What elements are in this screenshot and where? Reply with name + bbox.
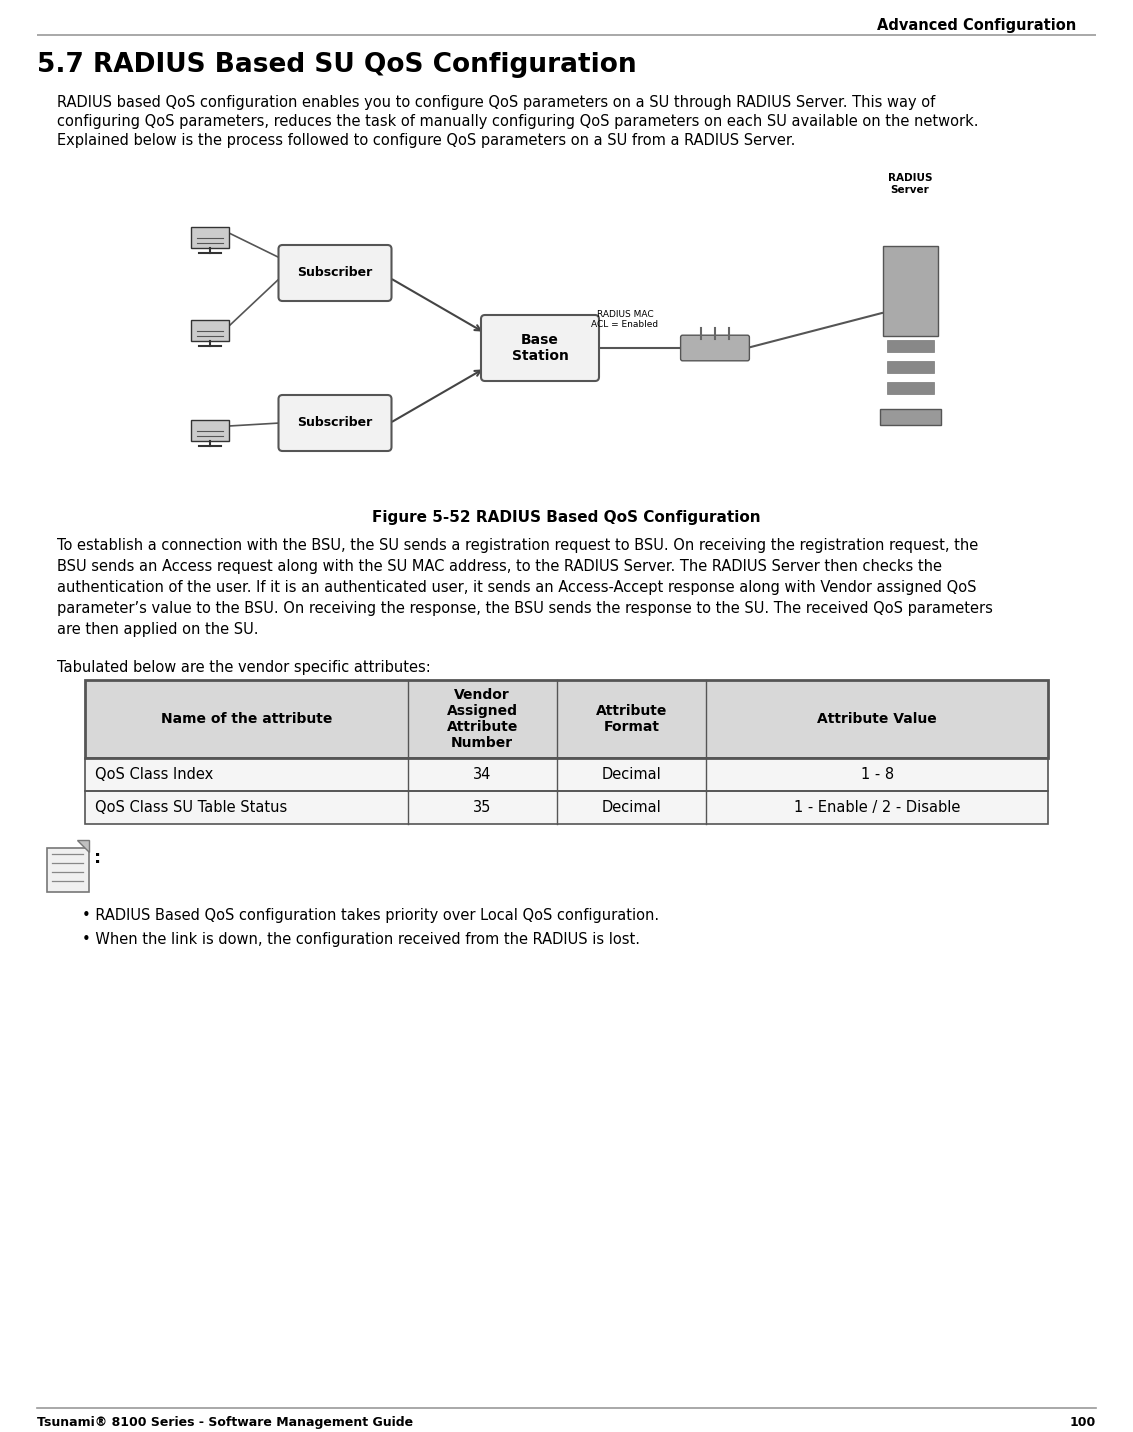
Text: 5.7 RADIUS Based SU QoS Configuration: 5.7 RADIUS Based SU QoS Configuration xyxy=(37,52,637,77)
FancyBboxPatch shape xyxy=(279,245,392,301)
Text: Vendor
Assigned
Attribute
Number: Vendor Assigned Attribute Number xyxy=(446,687,518,750)
Text: Advanced Configuration: Advanced Configuration xyxy=(877,19,1076,33)
Text: Subscriber: Subscriber xyxy=(297,417,373,430)
Text: parameter’s value to the BSU. On receiving the response, the BSU sends the respo: parameter’s value to the BSU. On receivi… xyxy=(57,601,993,616)
Text: 34: 34 xyxy=(474,768,492,782)
Text: authentication of the user. If it is an authenticated user, it sends an Access-A: authentication of the user. If it is an … xyxy=(57,580,977,596)
Bar xyxy=(191,319,229,341)
Bar xyxy=(886,361,934,374)
Text: 1 - Enable / 2 - Disable: 1 - Enable / 2 - Disable xyxy=(794,800,961,815)
Text: Decimal: Decimal xyxy=(602,800,662,815)
Text: Base
Station: Base Station xyxy=(512,332,569,364)
Bar xyxy=(191,420,229,441)
Text: Decimal: Decimal xyxy=(602,768,662,782)
Text: QoS Class SU Table Status: QoS Class SU Table Status xyxy=(95,800,288,815)
Text: 1 - 8: 1 - 8 xyxy=(860,768,894,782)
Text: RADIUS
Server: RADIUS Server xyxy=(888,173,932,195)
Bar xyxy=(85,758,1048,790)
Bar xyxy=(883,246,937,335)
Bar xyxy=(886,339,934,352)
Text: Figure 5-52 RADIUS Based QoS Configuration: Figure 5-52 RADIUS Based QoS Configurati… xyxy=(372,510,761,526)
Bar xyxy=(886,382,934,394)
Text: 35: 35 xyxy=(474,800,492,815)
FancyBboxPatch shape xyxy=(279,395,392,451)
Text: 100: 100 xyxy=(1070,1416,1096,1429)
Text: BSU sends an Access request along with the SU MAC address, to the RADIUS Server.: BSU sends an Access request along with t… xyxy=(57,558,942,574)
Text: Subscriber: Subscriber xyxy=(297,266,373,279)
FancyBboxPatch shape xyxy=(482,315,599,381)
FancyBboxPatch shape xyxy=(681,335,749,361)
Bar xyxy=(85,680,1048,758)
Bar xyxy=(85,758,1048,790)
Text: Explained below is the process followed to configure QoS parameters on a SU from: Explained below is the process followed … xyxy=(57,133,795,147)
Bar xyxy=(85,680,1048,758)
Bar xyxy=(85,790,1048,823)
Text: configuring QoS parameters, reduces the task of manually configuring QoS paramet: configuring QoS parameters, reduces the … xyxy=(57,115,979,129)
Text: QoS Class Index: QoS Class Index xyxy=(95,768,213,782)
Bar xyxy=(191,228,229,248)
Text: RADIUS MAC
ACL = Enabled: RADIUS MAC ACL = Enabled xyxy=(591,309,658,329)
Text: are then applied on the SU.: are then applied on the SU. xyxy=(57,621,258,637)
Text: Name of the attribute: Name of the attribute xyxy=(161,712,332,726)
Bar xyxy=(46,848,90,892)
Text: Tabulated below are the vendor specific attributes:: Tabulated below are the vendor specific … xyxy=(57,660,431,674)
Text: :: : xyxy=(94,849,101,868)
Bar xyxy=(120,158,1010,488)
Bar xyxy=(879,410,940,425)
Text: • When the link is down, the configuration received from the RADIUS is lost.: • When the link is down, the configurati… xyxy=(82,932,640,947)
Text: Attribute Value: Attribute Value xyxy=(817,712,937,726)
Bar xyxy=(85,790,1048,823)
Text: RADIUS based QoS configuration enables you to configure QoS parameters on a SU t: RADIUS based QoS configuration enables y… xyxy=(57,95,935,110)
Text: Tsunami® 8100 Series - Software Management Guide: Tsunami® 8100 Series - Software Manageme… xyxy=(37,1416,414,1429)
Text: • RADIUS Based QoS configuration takes priority over Local QoS configuration.: • RADIUS Based QoS configuration takes p… xyxy=(82,908,659,924)
Text: Attribute
Format: Attribute Format xyxy=(596,705,667,735)
Text: To establish a connection with the BSU, the SU sends a registration request to B: To establish a connection with the BSU, … xyxy=(57,538,978,553)
Polygon shape xyxy=(77,841,90,852)
